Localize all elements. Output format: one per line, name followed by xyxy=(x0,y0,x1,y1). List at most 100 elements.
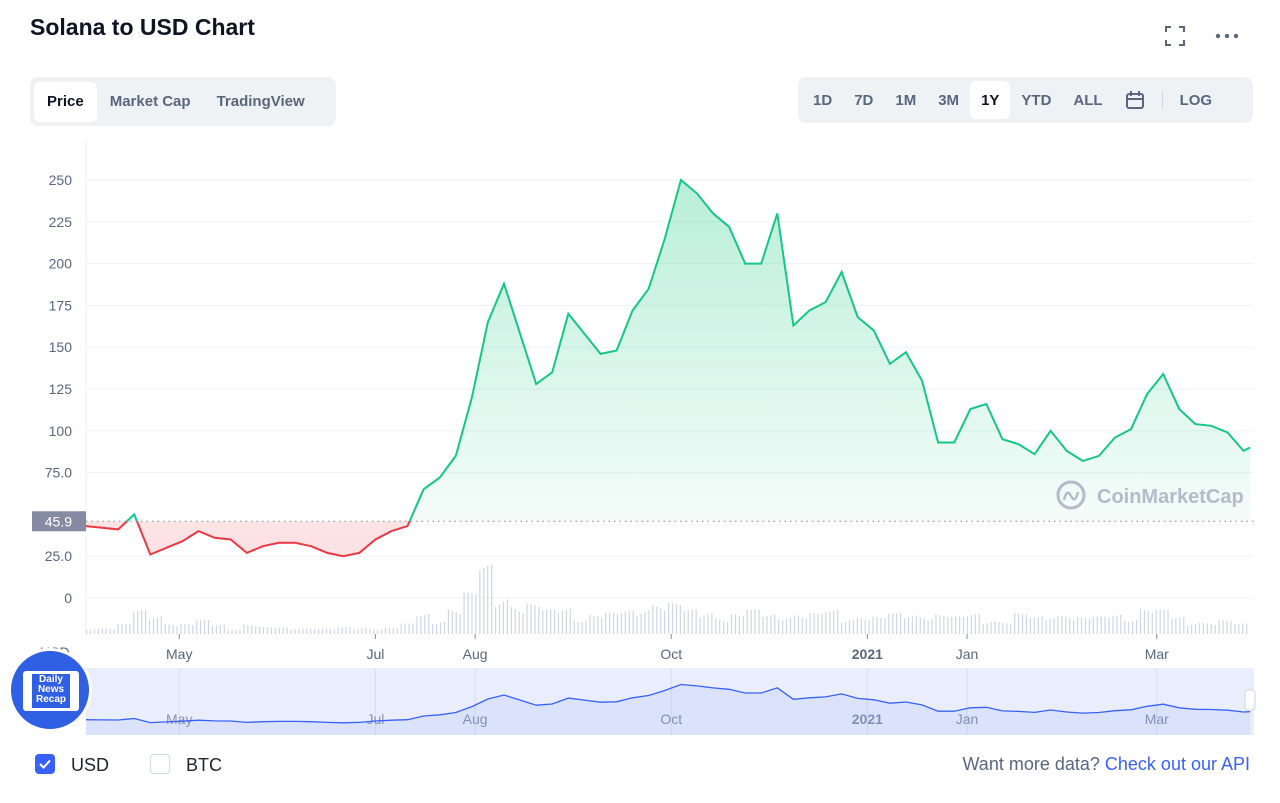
volume-bar xyxy=(1017,613,1020,634)
baseline-label: 45.9 xyxy=(32,511,86,532)
volume-bar xyxy=(408,623,410,634)
volume-bar xyxy=(1049,618,1051,634)
tab-market-cap[interactable]: Market Cap xyxy=(109,93,191,110)
volume-bar xyxy=(518,611,520,634)
y-axis-ticks: 0 25.0 75.0 100 125 150 175 200 225 250 xyxy=(45,172,72,606)
volume-bar xyxy=(353,628,355,634)
volume-bar xyxy=(656,606,658,634)
volume-bar xyxy=(121,623,123,634)
volume-bar xyxy=(919,617,921,634)
volume-bar xyxy=(502,601,505,634)
time-range-selector: 1D 7D 1M 3M 1Y YTD ALL LOG xyxy=(798,77,1253,123)
volume-bar xyxy=(1096,616,1098,634)
volume-bar xyxy=(274,627,276,634)
volume-bar xyxy=(203,620,206,634)
volume-bar xyxy=(982,624,984,634)
volume-bar xyxy=(262,627,265,634)
volume-bar xyxy=(605,613,607,634)
watermark-text: CoinMarketCap xyxy=(1097,486,1244,508)
ellipsis-icon[interactable] xyxy=(1213,22,1241,50)
volume-bar xyxy=(329,628,332,634)
volume-bar xyxy=(1073,620,1075,634)
volume-bar xyxy=(947,617,949,634)
volume-bar xyxy=(1112,616,1114,634)
volume-bar xyxy=(483,567,485,634)
volume-bar xyxy=(668,602,670,634)
btc-checkbox[interactable] xyxy=(150,754,170,774)
volume-bar xyxy=(1222,620,1224,634)
volume-bar xyxy=(479,570,481,634)
volume-bar xyxy=(1132,621,1134,634)
volume-bar xyxy=(176,626,178,634)
volume-bar xyxy=(337,627,339,634)
volume-bar xyxy=(318,629,320,634)
volume-bar xyxy=(152,618,155,634)
volume-bar xyxy=(1135,620,1138,634)
tab-tradingview[interactable]: TradingView xyxy=(216,93,305,110)
page-title: Solana to USD Chart xyxy=(30,14,255,40)
volume-bar xyxy=(278,627,280,634)
volume-bar xyxy=(829,611,831,634)
volume-bar xyxy=(530,604,532,634)
volume-bar xyxy=(435,623,438,634)
log-scale-toggle[interactable]: LOG xyxy=(1179,91,1213,109)
volume-bar xyxy=(1065,617,1067,634)
volume-bar xyxy=(428,614,430,634)
volume-bar xyxy=(451,611,453,634)
range-navigator[interactable]: May Jul Aug Oct 2021 Jan Mar xyxy=(85,668,1256,735)
volume-bar xyxy=(990,622,992,634)
price-above-baseline xyxy=(86,178,1251,522)
volume-bar xyxy=(388,627,390,634)
volume-bar xyxy=(695,609,697,634)
tab-price[interactable]: Price xyxy=(34,81,97,122)
chart-type-tabs: Price Market Cap TradingView xyxy=(30,77,336,126)
range-all[interactable]: ALL xyxy=(1073,91,1103,109)
volume-bar xyxy=(628,610,630,634)
volume-bar xyxy=(675,604,678,634)
volume-bar xyxy=(475,594,477,634)
y-tick-label: 250 xyxy=(49,172,73,188)
fullscreen-icon[interactable] xyxy=(1161,22,1189,50)
volume-bar xyxy=(349,627,351,634)
volume-bar xyxy=(1151,612,1153,634)
range-1y[interactable]: 1Y xyxy=(970,81,1011,119)
y-tick-label: 175 xyxy=(49,297,73,313)
volume-bar xyxy=(868,621,870,634)
volume-bar xyxy=(793,615,796,634)
volume-bar xyxy=(943,616,945,634)
volume-bar xyxy=(494,606,497,634)
volume-bar xyxy=(896,613,898,634)
range-1m[interactable]: 1M xyxy=(895,91,917,109)
volume-bar xyxy=(1194,624,1197,634)
navigator-tick-label: Jan xyxy=(956,711,979,727)
volume-bar xyxy=(1159,609,1161,634)
volume-bar xyxy=(125,623,127,634)
calendar-icon[interactable] xyxy=(1114,81,1156,119)
api-link[interactable]: Check out our API xyxy=(1104,754,1250,774)
volume-bar xyxy=(597,616,599,634)
y-tick-label: 125 xyxy=(49,381,73,397)
volume-bar xyxy=(345,627,347,634)
x-tick-label: Mar xyxy=(1145,646,1169,662)
range-1d[interactable]: 1D xyxy=(813,91,833,109)
price-area-fill-up xyxy=(86,180,1250,522)
range-ytd[interactable]: YTD xyxy=(1021,91,1052,109)
volume-bar xyxy=(951,616,953,634)
range-7d[interactable]: 7D xyxy=(854,91,874,109)
volume-bar xyxy=(1187,625,1189,634)
footer: USD BTC Want more data? Check out our AP… xyxy=(0,752,1280,778)
volume-bar xyxy=(1014,613,1016,634)
volume-bar xyxy=(719,620,721,634)
volume-bar xyxy=(974,614,976,634)
volume-bar xyxy=(1238,623,1240,634)
volume-bar xyxy=(852,620,855,634)
volume-bar xyxy=(620,612,623,634)
volume-bar xyxy=(612,613,615,634)
volume-bar xyxy=(1230,621,1232,634)
navigator-handle[interactable] xyxy=(1244,689,1256,711)
volume-bar xyxy=(833,610,835,634)
volume-bar xyxy=(821,613,823,634)
usd-checkbox[interactable] xyxy=(35,754,55,774)
range-3m[interactable]: 3M xyxy=(938,91,960,109)
